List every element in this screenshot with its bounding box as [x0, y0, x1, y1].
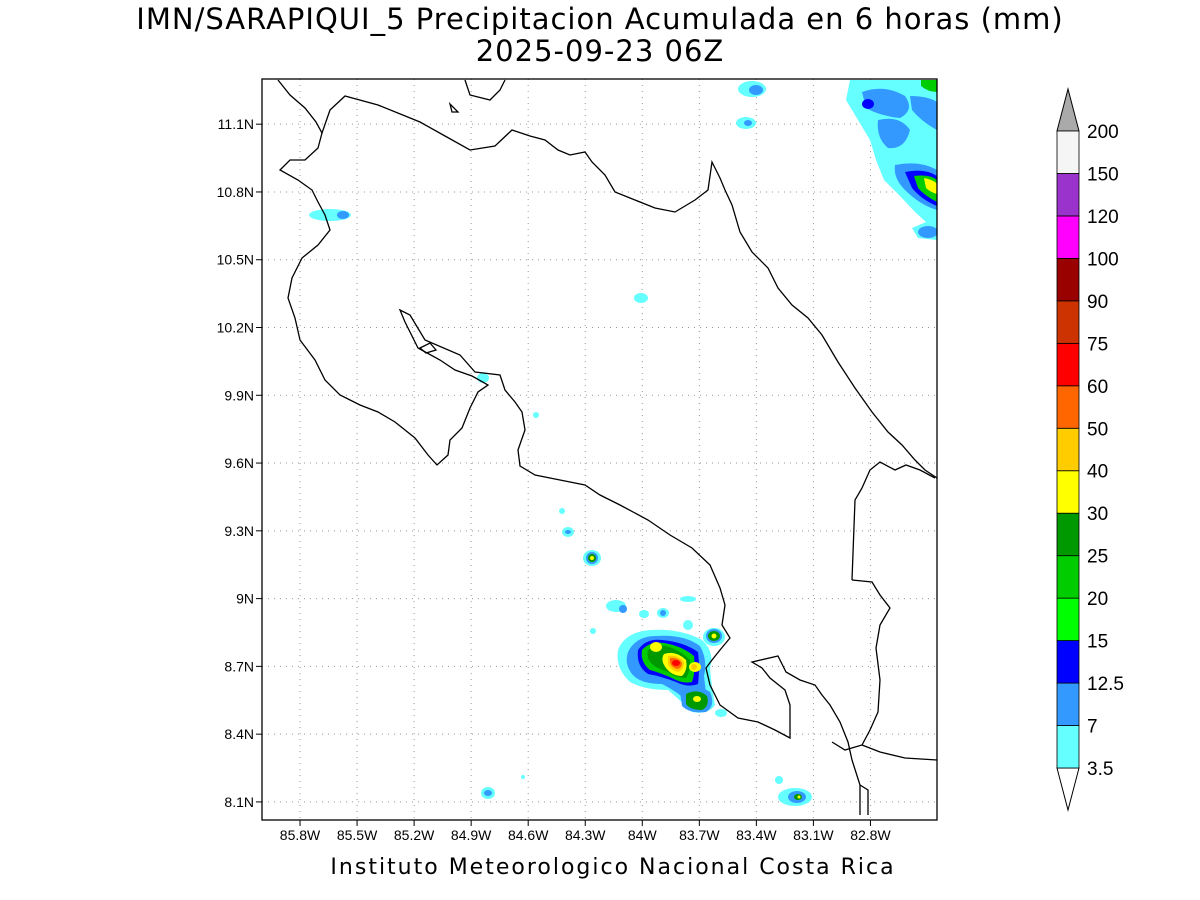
colorbar-label: 3.5 — [1087, 759, 1113, 780]
longitude-axis: 85.8W 85.5W 85.2W 84.9W 84.6W 84.3W 84W 83.7W 83… — [280, 820, 891, 843]
colorbar-swatch — [1056, 682, 1080, 726]
precip-cell-northeast — [846, 80, 937, 240]
map-subtitle-datetime: 2025-09-23 06Z — [475, 34, 725, 68]
colorbar-label: 20 — [1087, 589, 1108, 610]
map-gridlines — [262, 79, 937, 820]
y-tick-label: 10.8N — [217, 184, 254, 200]
colorbar-swatch — [1056, 173, 1080, 217]
colorbar-label: 75 — [1087, 334, 1108, 355]
colorbar-swatch — [1056, 512, 1080, 557]
x-tick-label: 84.9W — [451, 827, 492, 843]
y-tick-label: 10.2N — [217, 320, 254, 336]
latitude-axis: 8.1N 8.4N 8.7N 9N 9.3N 9.6N 9.9N 10.2N 10.5N 10.8… — [217, 116, 262, 810]
colorbar-label: 90 — [1087, 292, 1108, 313]
x-tick-label: 85.2W — [394, 827, 435, 843]
colorbar-label: 150 — [1087, 164, 1119, 185]
y-tick-label: 8.1N — [224, 794, 254, 810]
x-tick-label: 84.3W — [565, 827, 606, 843]
footer-credit: Instituto Meteorologico Nacional Costa R… — [330, 855, 896, 880]
y-tick-label: 9.6N — [224, 455, 254, 471]
x-tick-label: 85.5W — [337, 827, 378, 843]
colorbar-swatch — [1056, 342, 1080, 387]
x-tick-label: 83.4W — [736, 827, 777, 843]
colorbar-label: 7 — [1087, 717, 1098, 738]
colorbar-label: 50 — [1087, 419, 1108, 440]
x-tick-label: 84.6W — [508, 827, 549, 843]
colorbar-swatch — [1056, 385, 1080, 429]
colorbar-label: 200 — [1087, 122, 1119, 143]
precip-cell-north — [736, 81, 766, 129]
precipitation-colorbar: 3.5 7 12.5 15 20 25 30 40 50 60 75 90 100 120 150 200 — [1056, 87, 1124, 812]
colorbar-swatch — [1056, 300, 1080, 344]
colorbar-label: 60 — [1087, 377, 1108, 398]
colorbar-swatch — [1056, 597, 1080, 642]
colorbar-swatch — [1056, 257, 1080, 302]
colorbar-swatch — [1056, 555, 1080, 599]
colorbar-label: 40 — [1087, 462, 1108, 483]
y-tick-label: 8.4N — [224, 726, 254, 742]
y-tick-label: 9.9N — [224, 387, 254, 403]
colorbar-swatch — [1056, 130, 1080, 174]
y-tick-label: 9.3N — [224, 523, 254, 539]
y-tick-label: 9N — [236, 591, 254, 607]
y-tick-label: 11.1N — [218, 116, 254, 132]
colorbar-swatch — [1056, 427, 1080, 472]
precipitation-fields — [309, 80, 937, 806]
colorbar-swatch — [1056, 725, 1080, 769]
map-title: IMN/SARAPIQUI_5 Precipitacion Acumulada … — [136, 2, 1064, 36]
colorbar-label: 30 — [1087, 504, 1108, 525]
colorbar-label: 25 — [1087, 547, 1108, 568]
precip-cell-small — [309, 209, 812, 806]
map-frame — [261, 78, 938, 821]
colorbar-label: 120 — [1087, 207, 1119, 228]
colorbar-under-arrow — [1056, 767, 1080, 812]
y-tick-label: 8.7N — [224, 658, 254, 674]
colorbar-label: 100 — [1087, 249, 1119, 270]
colorbar-swatch — [1056, 640, 1080, 684]
x-tick-label: 82.8W — [850, 827, 891, 843]
colorbar-over-arrow — [1056, 87, 1080, 132]
y-tick-label: 10.5N — [217, 252, 254, 268]
x-tick-label: 83.7W — [679, 827, 720, 843]
colorbar-swatch — [1056, 470, 1080, 514]
x-tick-label: 83.1W — [793, 827, 834, 843]
x-tick-label: 85.8W — [280, 827, 321, 843]
colorbar-label: 12.5 — [1087, 674, 1124, 695]
colorbar-label: 15 — [1087, 632, 1108, 653]
colorbar-swatch — [1056, 215, 1080, 259]
x-tick-label: 84W — [628, 827, 658, 843]
precip-cell-main-complex — [617, 628, 725, 713]
coastline-borders — [277, 79, 937, 815]
